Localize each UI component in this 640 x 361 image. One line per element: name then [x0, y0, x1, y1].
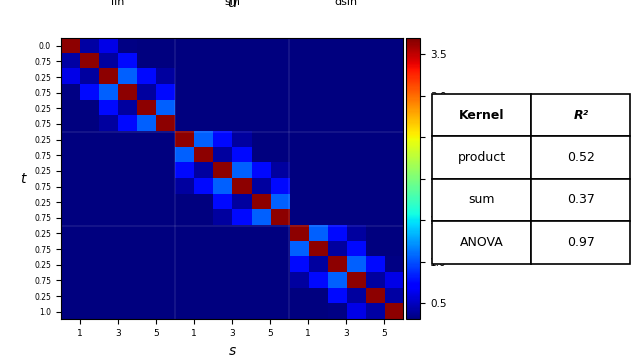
Text: lin: lin — [111, 0, 125, 7]
Text: dsin: dsin — [335, 0, 358, 7]
Title: u: u — [227, 0, 237, 10]
Text: sin: sin — [224, 0, 240, 7]
X-axis label: s: s — [228, 344, 236, 358]
Y-axis label: t: t — [20, 172, 26, 186]
